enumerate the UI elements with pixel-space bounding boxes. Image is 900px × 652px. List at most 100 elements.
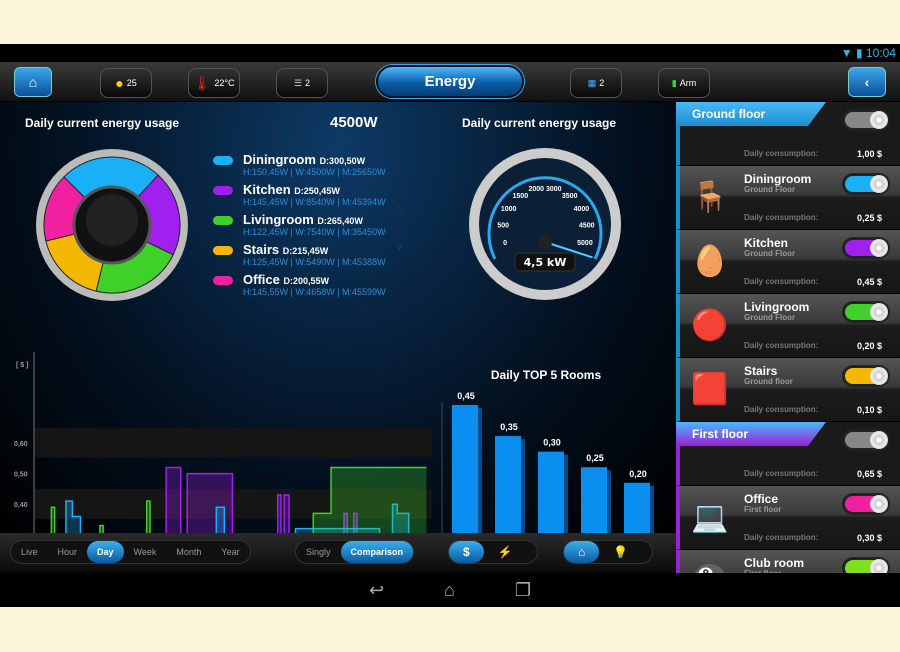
thermometer-icon: 🌡 (193, 74, 212, 91)
lights-button[interactable]: ● 25 (100, 68, 152, 98)
recent-apps-icon[interactable]: ❐ (514, 579, 532, 600)
room-toggle[interactable] (842, 493, 890, 515)
seg-period-option[interactable]: Live (21, 547, 38, 557)
room-icon: 🥚 (691, 245, 729, 278)
room-row[interactable]: 🪑 Diningroom Ground Floor Daily consumption… (676, 166, 900, 230)
room-toggle[interactable] (842, 173, 890, 195)
series-line (50, 466, 427, 607)
room-floor: First floor (744, 569, 781, 573)
bar-value-label: 0,30 (543, 438, 561, 448)
seg-period-option[interactable]: Month (176, 547, 202, 557)
wifi-icon: ▼ (840, 46, 853, 60)
room-icon: 🎱 (688, 564, 732, 573)
legend-name: Kitchen D:250,45W (243, 182, 340, 197)
room-toggle[interactable] (842, 365, 890, 387)
y-tick: 0,60 (14, 441, 28, 448)
room-toggle[interactable] (842, 557, 890, 573)
gauge-tick: 4500 (579, 223, 595, 230)
gauge-readout-box (514, 252, 576, 272)
floor-toggle[interactable] (842, 429, 890, 451)
bar (538, 451, 564, 545)
bar-value-label: 0,35 (500, 422, 518, 432)
room-name: Office (744, 492, 779, 506)
back-icon[interactable]: ↩ (368, 579, 385, 600)
blinds-icon: ☰ (293, 77, 303, 88)
room-name: Livingroom (243, 212, 314, 227)
gauge-tick: 3000 (546, 186, 562, 193)
android-nav-bar: ↩ ⌂ ❐ (0, 573, 900, 607)
legend-name: Diningroom D:300,50W (243, 152, 365, 167)
back-button[interactable]: ‹ (848, 67, 886, 97)
seg-scope-option[interactable]: ⌂ (564, 541, 600, 563)
room-row[interactable]: 💻 Office First floor Daily consumption: 0,30… (676, 486, 900, 550)
room-row[interactable]: 🥚 Kitchen Ground Floor Daily consumption: 0,… (676, 230, 900, 294)
seg-scope-option[interactable]: 💡 (613, 545, 629, 559)
room-row[interactable]: 🟥 Stairs Ground floor Daily consumption: 0,1… (676, 358, 900, 422)
scroll-down-icon[interactable]: v (397, 242, 402, 253)
seg-unit-option[interactable]: ⚡ (497, 545, 513, 559)
windows-button[interactable]: ▦ 2 (570, 68, 622, 98)
room-row[interactable]: 🎱 Club roomFirst floor (676, 550, 900, 573)
daily-label: Daily consumption: (744, 405, 819, 414)
legend-name: Livingroom D:265,40W (243, 212, 363, 227)
gauge-tick: 5000 (577, 240, 593, 247)
gauge-tick: 0 (503, 240, 507, 247)
bar-chart-title: Daily TOP 5 Rooms (491, 368, 602, 382)
bar-side (564, 454, 568, 548)
chevron-left-icon: ‹ (864, 74, 870, 90)
room-floor: First floor (744, 505, 782, 514)
room-name: Livingroom (744, 300, 810, 314)
room-stats: H:145,55W | W:4658W | M:45599W (243, 287, 386, 297)
room-icon: 🟥 (691, 373, 729, 406)
seg-mode-option[interactable]: Singly (306, 547, 331, 557)
floor-summary: First floor Daily consumption: 0,65 $ (676, 422, 900, 486)
chart-controls: Live Hour Day Week Month Year Singly Compariso… (0, 533, 676, 573)
seg-period-option[interactable]: Year (221, 547, 240, 557)
seg-period-option[interactable]: Week (133, 547, 157, 557)
scroll-up-icon[interactable]: ^ (397, 206, 402, 217)
room-name: Stairs (243, 242, 280, 257)
bar (581, 467, 607, 545)
room-toggle[interactable] (842, 237, 890, 259)
seg-unit-option[interactable]: $ (449, 541, 484, 563)
unit-selector: $ ⚡ (448, 540, 538, 564)
seg-period-option[interactable]: Hour (57, 547, 78, 557)
alarm-icon: ▮ (671, 77, 677, 88)
gauge-tick: 500 (497, 223, 509, 230)
donut-center-button (86, 194, 138, 246)
energy-title-button[interactable]: Energy (376, 65, 524, 98)
room-name: Kitchen (243, 182, 291, 197)
temperature-button[interactable]: 🌡 22°C (188, 68, 240, 98)
seg-mode-option[interactable]: Comparison (340, 541, 414, 563)
room-daily: D:250,45W (294, 186, 340, 196)
room-stats: H:122,45W | W:7540W | M:35450W (243, 227, 386, 237)
y-axis-label: [ $ ] (16, 362, 28, 369)
bar-side (521, 439, 525, 548)
home-icon[interactable]: ⌂ (444, 579, 455, 600)
color-pill (213, 246, 233, 255)
color-pill (213, 186, 233, 195)
room-name: Diningroom (243, 152, 316, 167)
y-tick: 0,40 (14, 502, 28, 509)
grid-band (35, 488, 432, 519)
gauge-tick: 1500 (513, 193, 529, 200)
alarm-button[interactable]: ▮ Arm (658, 68, 710, 98)
clock: 10:04 (865, 46, 896, 60)
top-rooms-bar-chart: Daily TOP 5 Rooms0,45Kitchen0,35Kid's0,3… (441, 368, 658, 564)
home-logo-button[interactable]: ⌂ (14, 67, 52, 97)
room-toggle[interactable] (842, 301, 890, 323)
blinds-button[interactable]: ☰ 2 (276, 68, 328, 98)
room-icon: 🪑 (691, 181, 729, 214)
floor-toggle[interactable] (842, 109, 890, 131)
daily-value: 1,00 $ (856, 149, 882, 159)
daily-value: 0,65 $ (856, 469, 882, 479)
status-bar: ▼ ▮ 10:04 (0, 44, 900, 62)
bar-value-label: 0,45 (457, 391, 475, 401)
gauge-tick: 3500 (562, 193, 578, 200)
color-pill (213, 216, 233, 225)
daily-label: Daily consumption: (744, 149, 819, 158)
room-row[interactable]: 🔴 Livingroom Ground Floor Daily consumption… (676, 294, 900, 358)
rooms-panel: Ground floor Daily consumption: 1,00 $ 🪑 Din… (676, 102, 900, 573)
floor-header: Ground floor (676, 102, 826, 126)
seg-period-option[interactable]: Day (87, 541, 124, 563)
